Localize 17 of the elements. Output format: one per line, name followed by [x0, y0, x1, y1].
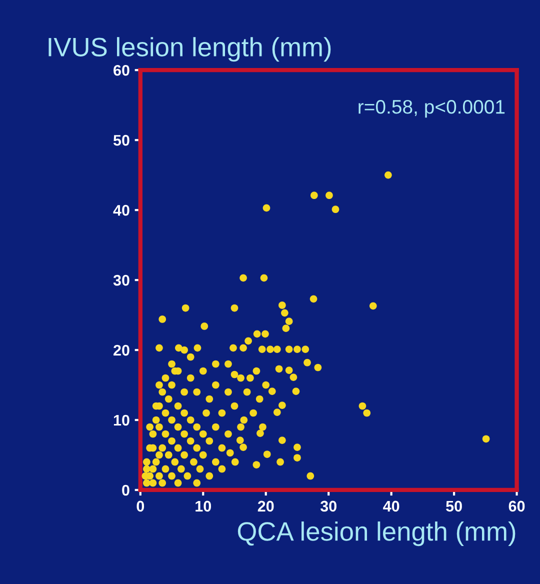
y-tick-label: 30 [113, 274, 130, 286]
x-tick-label: 20 [258, 500, 274, 512]
x-tick-label: 10 [196, 500, 211, 512]
y-tick-label: 50 [113, 134, 130, 146]
y-axis-title: IVUS lesion length (mm) [48, 37, 331, 62]
y-tick-label: 0 [122, 484, 130, 496]
x-tick-label: 0 [136, 500, 144, 512]
x-axis-title: QCA lesion length (mm) [238, 521, 516, 546]
y-tick-label: 10 [114, 414, 130, 426]
y-tick-label: 20 [114, 344, 130, 356]
y-tick-label: 40 [113, 204, 130, 216]
x-tick-label: 60 [508, 500, 525, 512]
x-tick-label: 50 [446, 500, 462, 512]
x-tick-label: 40 [383, 500, 400, 512]
x-tick-label: 30 [320, 500, 336, 512]
y-tick-label: 60 [114, 64, 130, 76]
annotation: r=0.58, p<0.0001 [358, 100, 505, 118]
